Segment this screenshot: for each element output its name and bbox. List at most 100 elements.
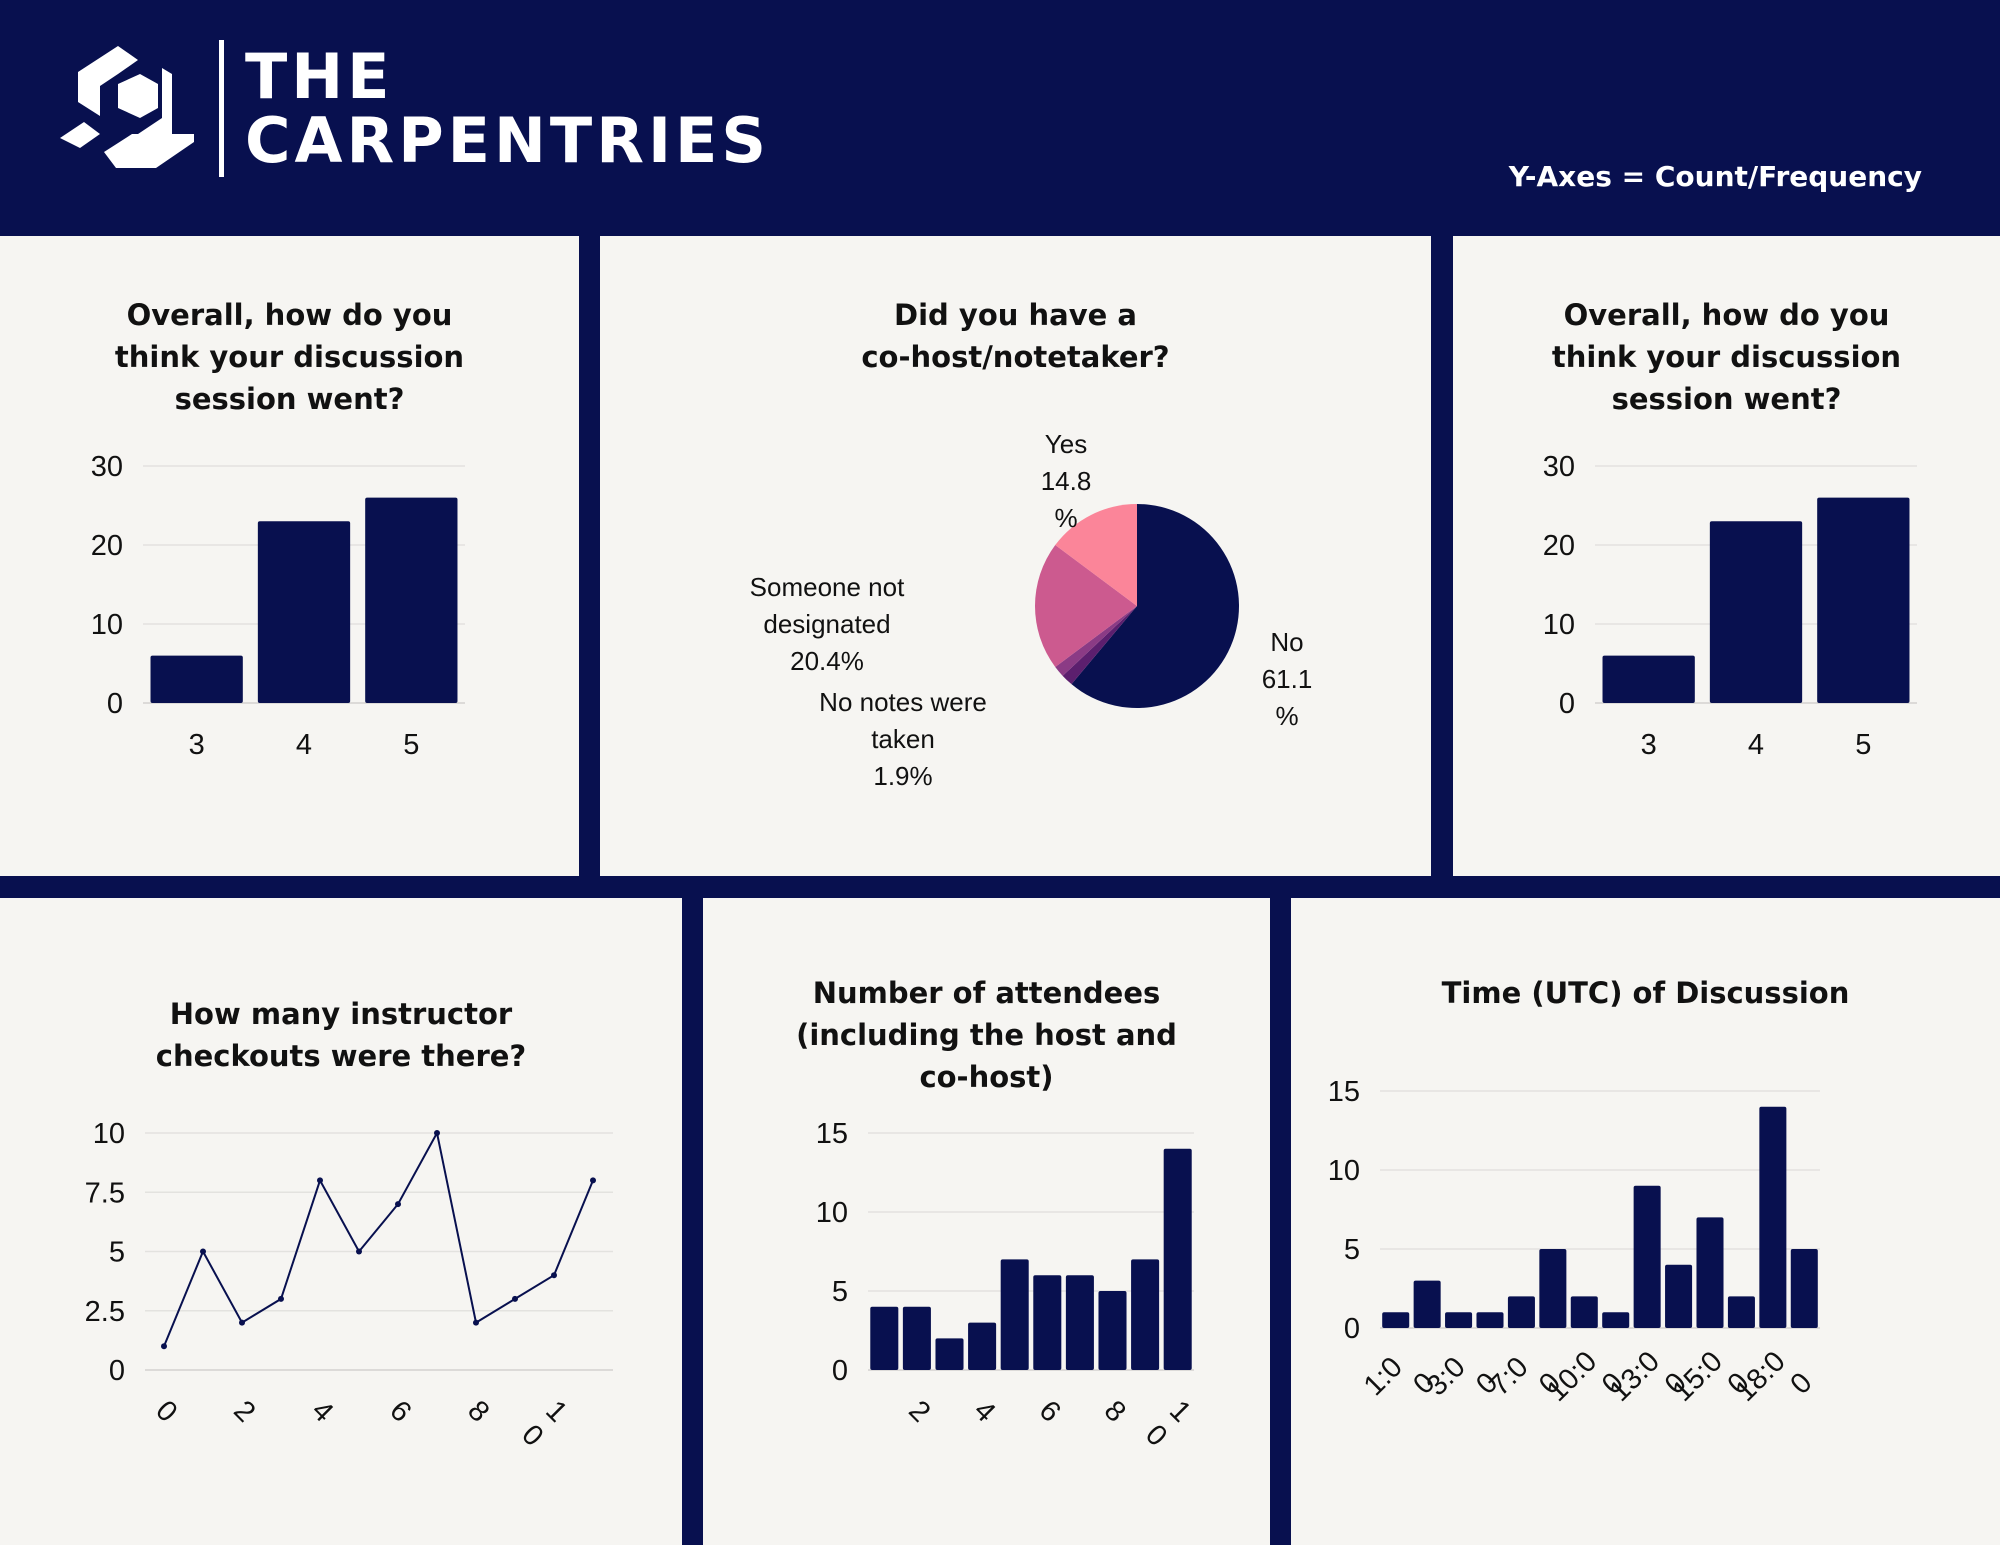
- x-tick-label: 4: [1748, 729, 1764, 761]
- y-tick-label: 0: [1559, 688, 1575, 720]
- y-tick-label: 10: [1328, 1155, 1360, 1187]
- y-tick-label: 5: [1344, 1234, 1360, 1266]
- bar: [1602, 655, 1695, 703]
- x-tick-label: 4: [967, 1395, 1001, 1429]
- data-point: [200, 1248, 206, 1255]
- carpentries-logo-icon: [60, 46, 194, 168]
- chart-title: Time (UTC) of Discussion: [1441, 976, 1850, 1010]
- bar: [150, 655, 243, 703]
- y-tick-label: 5: [832, 1276, 848, 1308]
- bar: [935, 1338, 964, 1370]
- bar: [1759, 1106, 1787, 1328]
- chart-title: How many instructor checkouts were there…: [155, 997, 527, 1073]
- line-chart-instructor-checkouts: 0 2.5 5 7.5 10 0 2 4 6 8 10: [85, 1118, 613, 1453]
- y-tick-label: 15: [816, 1118, 848, 1150]
- logo-line1: THE: [245, 40, 394, 113]
- bar: [1413, 1280, 1441, 1328]
- x-tick-label: 10: [1139, 1395, 1197, 1453]
- panel-session-rating-right: Overall, how do you think your discussio…: [1453, 236, 2000, 876]
- bar: [1445, 1312, 1473, 1328]
- pie-slice: [1062, 606, 1137, 685]
- y-tick-label: 2.5: [85, 1296, 125, 1328]
- x-tick-label: 3: [189, 729, 205, 761]
- x-tick-label: 6: [1033, 1395, 1067, 1429]
- y-tick-label: 7.5: [85, 1177, 125, 1209]
- x-tick-label: 8: [461, 1395, 495, 1429]
- x-tick-label: 4: [296, 729, 312, 761]
- bar: [968, 1322, 997, 1370]
- x-tick-label: 0: [149, 1395, 183, 1429]
- x-tick-label: 3: [1641, 729, 1657, 761]
- y-tick-label: 20: [91, 530, 123, 562]
- bar: [1033, 1275, 1062, 1370]
- bar: [1633, 1185, 1661, 1328]
- y-tick-label: 5: [109, 1237, 125, 1269]
- header: THE CARPENTRIES Y-Axes = Count/Frequency: [0, 0, 2000, 236]
- data-point: [356, 1248, 362, 1255]
- chart-title: Did you have a co-host/notetaker?: [861, 298, 1170, 374]
- y-tick-label: 20: [1543, 530, 1575, 562]
- y-tick-label: 10: [816, 1197, 848, 1229]
- bar: [1098, 1291, 1127, 1370]
- bar: [1790, 1249, 1818, 1328]
- data-point: [161, 1343, 167, 1350]
- chart-title: Number of attendees (including the host …: [796, 976, 1177, 1094]
- bar: [1163, 1148, 1192, 1370]
- pie-label-yes: Yes 14.8%: [1041, 429, 1092, 533]
- pie-slice: [1035, 545, 1137, 667]
- data-point: [239, 1319, 245, 1326]
- bar: [1665, 1264, 1693, 1328]
- data-point: [512, 1295, 518, 1302]
- bar: [1539, 1249, 1567, 1328]
- axes-note: Y-Axes = Count/Frequency: [1508, 160, 1922, 193]
- pie-label-someone-not-designated: Someone not designated 20.4%: [750, 572, 905, 676]
- bar: [1476, 1312, 1504, 1328]
- y-tick-label: 0: [109, 1355, 125, 1387]
- pie-label-no: No 61.1%: [1262, 627, 1313, 731]
- y-tick-label: 30: [1543, 451, 1575, 483]
- bar: [1696, 1217, 1724, 1328]
- y-tick-label: 0: [1344, 1313, 1360, 1345]
- y-tick-label: 0: [107, 688, 123, 720]
- x-tick-label: 5: [403, 729, 419, 761]
- y-tick-label: 15: [1328, 1076, 1360, 1108]
- bar-chart-session-rating-right: 0 10 20 30 3 4 5: [1543, 451, 1917, 761]
- panel-discussion-time: Time (UTC) of Discussion 0 5 10 15 1:00 3:00 7…: [1291, 898, 2000, 1545]
- bar: [1602, 1312, 1630, 1328]
- pie-slice: [1055, 504, 1137, 606]
- bar: [870, 1306, 899, 1370]
- y-tick-label: 10: [93, 1118, 125, 1150]
- x-tick-label: 10: [515, 1395, 573, 1453]
- bar: [1000, 1259, 1029, 1370]
- pie-slice: [1055, 606, 1137, 676]
- chart-title: Overall, how do you think your discussio…: [114, 298, 465, 416]
- series-line: [163, 1130, 594, 1347]
- x-tick-label: 6: [383, 1395, 417, 1429]
- x-tick-label: 8: [1098, 1395, 1132, 1429]
- logo-divider: [219, 40, 224, 177]
- x-tick-label: 18:00: [1729, 1343, 1818, 1432]
- x-tick-label: 4: [305, 1395, 339, 1429]
- data-point: [434, 1130, 440, 1136]
- bar: [365, 497, 458, 703]
- data-point: [278, 1295, 284, 1302]
- bar: [257, 521, 351, 703]
- y-tick-label: 30: [91, 451, 123, 483]
- pie-slice: [1071, 504, 1239, 708]
- x-tick-label: 2: [902, 1395, 936, 1429]
- x-tick-label: 5: [1855, 729, 1871, 761]
- bar: [1817, 497, 1910, 703]
- y-tick-label: 10: [91, 609, 123, 641]
- bar: [1709, 521, 1803, 703]
- panel-instructor-checkouts: How many instructor checkouts were there…: [0, 898, 682, 1545]
- data-point: [317, 1177, 323, 1184]
- panel-attendees: Number of attendees (including the host …: [703, 898, 1270, 1545]
- data-point: [473, 1319, 479, 1326]
- bar-chart-session-rating-left: 0 10 20 30 3 4 5: [91, 451, 465, 761]
- bar: [1507, 1296, 1535, 1328]
- pie-label-no-notes: No notes were taken 1.9%: [819, 687, 987, 791]
- bar: [902, 1306, 931, 1370]
- bar: [1065, 1275, 1094, 1370]
